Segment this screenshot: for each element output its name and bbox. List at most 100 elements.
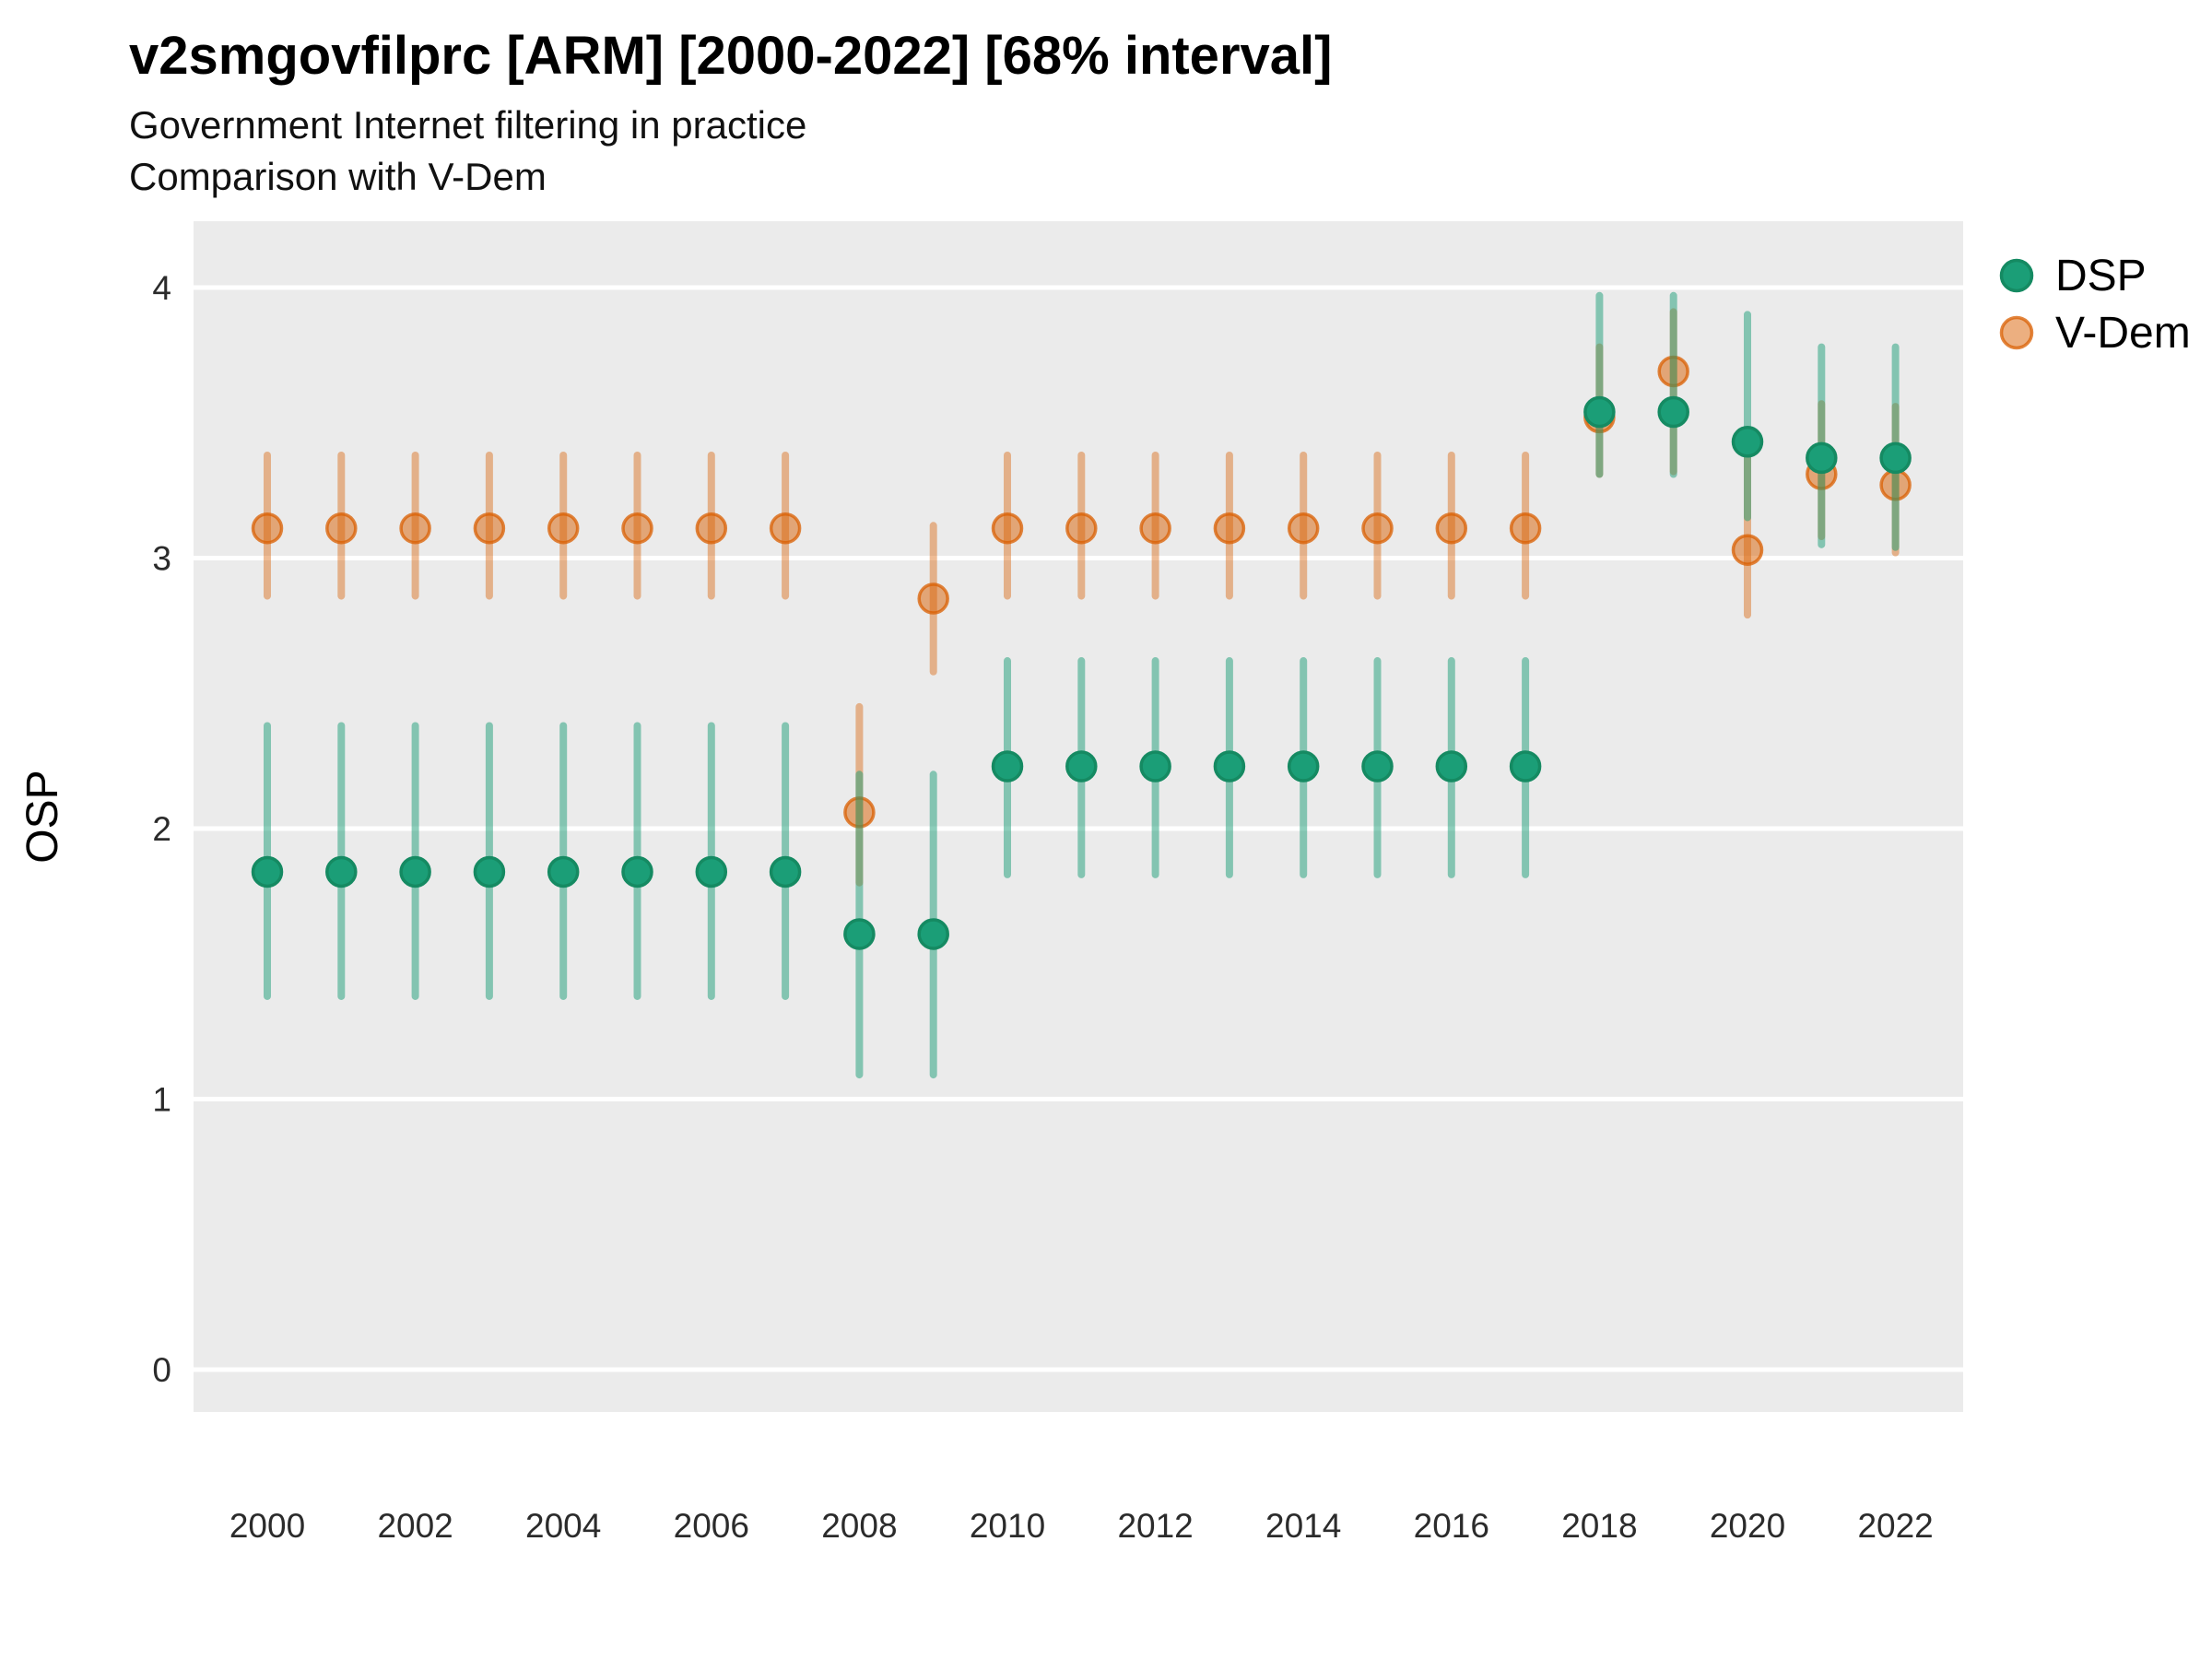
estimate-point (399, 855, 431, 888)
estimate-point (1806, 441, 1838, 475)
estimate-point (917, 918, 949, 950)
estimate-point (399, 512, 431, 545)
pointrange-vdem-2015 (1361, 451, 1394, 600)
estimate-point (621, 855, 653, 888)
estimate-point (1657, 395, 1689, 429)
pointrange-dsp-2007 (769, 722, 802, 1000)
chart-subtitle-1: Government Internet filtering in practic… (129, 103, 806, 147)
y-axis-tick-labels: 0 1 2 3 4 (152, 269, 171, 1389)
pointrange-vdem-2006 (695, 451, 728, 600)
estimate-point (1287, 512, 1320, 545)
pointrange-dsp-2016 (1435, 657, 1468, 878)
pointrange-vdem-2000 (251, 451, 284, 600)
x-tick-2022: 2022 (1857, 1507, 1933, 1545)
legend: DSP V-Dem (1999, 252, 2191, 358)
legend-label: V-Dem (2055, 309, 2191, 358)
x-tick-2014: 2014 (1265, 1507, 1341, 1545)
pointrange-vdem-2001 (325, 451, 358, 600)
x-tick-2000: 2000 (229, 1507, 305, 1545)
estimate-point (1879, 441, 1912, 475)
estimate-point (991, 512, 1024, 545)
pointrange-dsp-2010 (991, 657, 1024, 878)
estimate-point (547, 512, 580, 545)
estimate-point (251, 512, 284, 545)
legend-item-vdem: V-Dem (1999, 309, 2191, 358)
estimate-point (843, 918, 876, 950)
pointrange-dsp-2008 (843, 771, 876, 1079)
estimate-point (1361, 512, 1394, 545)
pointrange-dsp-2011 (1065, 657, 1098, 878)
pointrange-vdem-2011 (1065, 451, 1098, 600)
pointrange-dsp-2017 (1509, 657, 1542, 878)
estimate-point (1435, 750, 1468, 782)
estimate-point (1139, 512, 1171, 545)
estimate-point (547, 855, 580, 888)
y-tick-2: 2 (152, 810, 171, 848)
pointrange-dsp-2000 (251, 722, 284, 1000)
pointrange-marks (251, 291, 1912, 1079)
estimate-point (1509, 750, 1542, 782)
legend-label: DSP (2055, 252, 2147, 300)
pointrange-dsp-2021 (1806, 343, 1838, 548)
estimate-point (695, 512, 728, 545)
x-axis-tick-labels: 2000 2002 2004 2006 2008 2010 2012 2014 2016 2018… (229, 1507, 1934, 1545)
pointrange-dsp-2019 (1657, 291, 1689, 478)
estimate-point (991, 750, 1024, 782)
y-tick-3: 3 (152, 540, 171, 578)
pointrange-vdem-2009 (917, 522, 949, 676)
pointrange-dsp-2005 (621, 722, 653, 1000)
estimate-point (1731, 426, 1764, 458)
pointrange-dsp-2020 (1731, 311, 1764, 522)
pointrange-dsp-2002 (399, 722, 431, 1000)
estimate-point (769, 855, 802, 888)
estimate-point (621, 512, 653, 545)
estimate-point (325, 512, 358, 545)
pointrange-vdem-2003 (473, 451, 506, 600)
x-tick-2006: 2006 (674, 1507, 749, 1545)
estimate-point (1509, 512, 1542, 545)
estimate-point (1361, 750, 1394, 782)
estimate-point (1213, 750, 1246, 782)
pointrange-vdem-2010 (991, 451, 1024, 600)
x-tick-2012: 2012 (1117, 1507, 1193, 1545)
x-tick-2002: 2002 (377, 1507, 453, 1545)
pointrange-dsp-2003 (473, 722, 506, 1000)
x-tick-2004: 2004 (525, 1507, 601, 1545)
estimate-point (325, 855, 358, 888)
estimate-point (473, 512, 506, 545)
estimate-point (695, 855, 728, 888)
estimate-point (1065, 512, 1098, 545)
pointrange-vdem-2005 (621, 451, 653, 600)
estimate-point (769, 512, 802, 545)
x-tick-2008: 2008 (821, 1507, 897, 1545)
x-tick-2018: 2018 (1561, 1507, 1637, 1545)
y-tick-4: 4 (152, 269, 171, 307)
pointrange-dsp-2012 (1139, 657, 1171, 878)
estimate-point (1435, 512, 1468, 545)
estimate-point (1065, 750, 1098, 782)
pointrange-dsp-2014 (1287, 657, 1320, 878)
y-axis-title: OSP (18, 770, 67, 863)
estimate-point (251, 855, 284, 888)
legend-item-dsp: DSP (1999, 252, 2147, 300)
estimate-point (917, 582, 949, 615)
x-tick-2020: 2020 (1710, 1507, 1785, 1545)
estimate-point (1139, 750, 1171, 782)
pointrange-vdem-2004 (547, 451, 580, 600)
pointrange-vdem-2017 (1509, 451, 1542, 600)
estimate-point (1213, 512, 1246, 545)
y-tick-1: 1 (152, 1081, 171, 1119)
x-tick-2016: 2016 (1414, 1507, 1489, 1545)
y-tick-0: 0 (152, 1351, 171, 1389)
pointrange-vdem-2002 (399, 451, 431, 600)
legend-key-icon (1999, 258, 2034, 293)
estimate-point (1731, 534, 1764, 566)
pointrange-dsp-2013 (1213, 657, 1246, 878)
pointrange-dsp-2006 (695, 722, 728, 1000)
estimate-point (1287, 750, 1320, 782)
pointrange-vdem-2012 (1139, 451, 1171, 600)
estimate-point (473, 855, 506, 888)
x-tick-2010: 2010 (970, 1507, 1045, 1545)
